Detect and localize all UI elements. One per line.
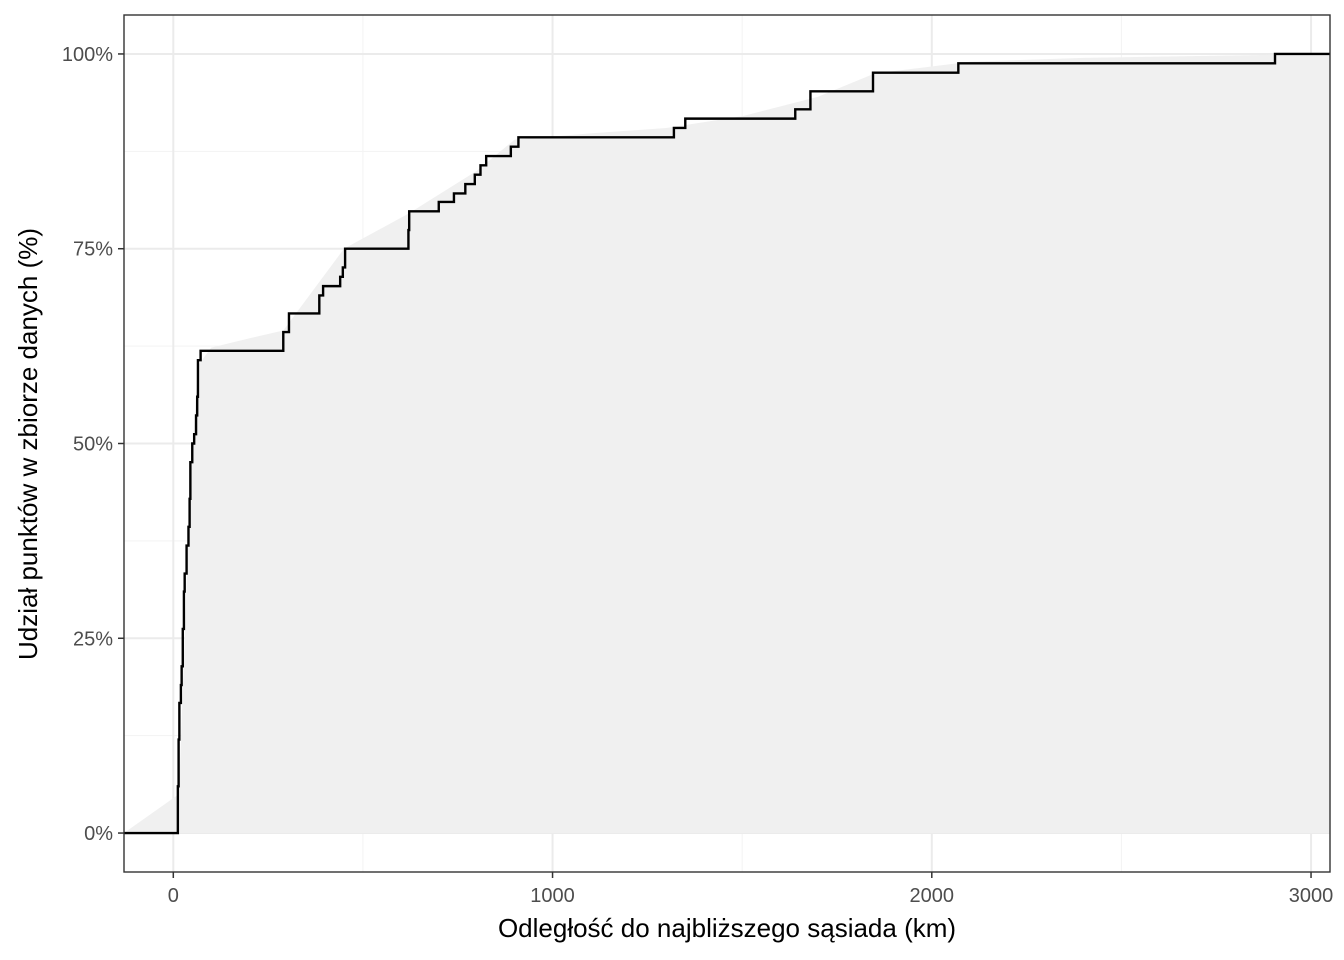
x-axis-title: Odległość do najbliższego sąsiada (km) — [498, 913, 956, 943]
x-tick-label: 1000 — [530, 885, 575, 907]
y-tick-label: 25% — [73, 628, 113, 650]
x-tick-label: 2000 — [910, 885, 955, 907]
x-tick-label: 0 — [168, 885, 179, 907]
axes: 0 1000 2000 3000 0% 25% 50% 75% 100% — [62, 14, 1334, 907]
y-tick-label: 0% — [84, 823, 113, 845]
plot-panel — [124, 15, 1330, 872]
ecdf-step-line — [124, 52, 1330, 835]
y-tick-label: 100% — [62, 44, 113, 66]
x-tick-label: 3000 — [1289, 885, 1334, 907]
y-axis-title: Udział punktów w zbiorze danych (%) — [13, 228, 43, 660]
smoothed-area — [124, 53, 1330, 834]
y-tick-label: 50% — [73, 434, 113, 456]
y-tick-label: 75% — [73, 239, 113, 261]
